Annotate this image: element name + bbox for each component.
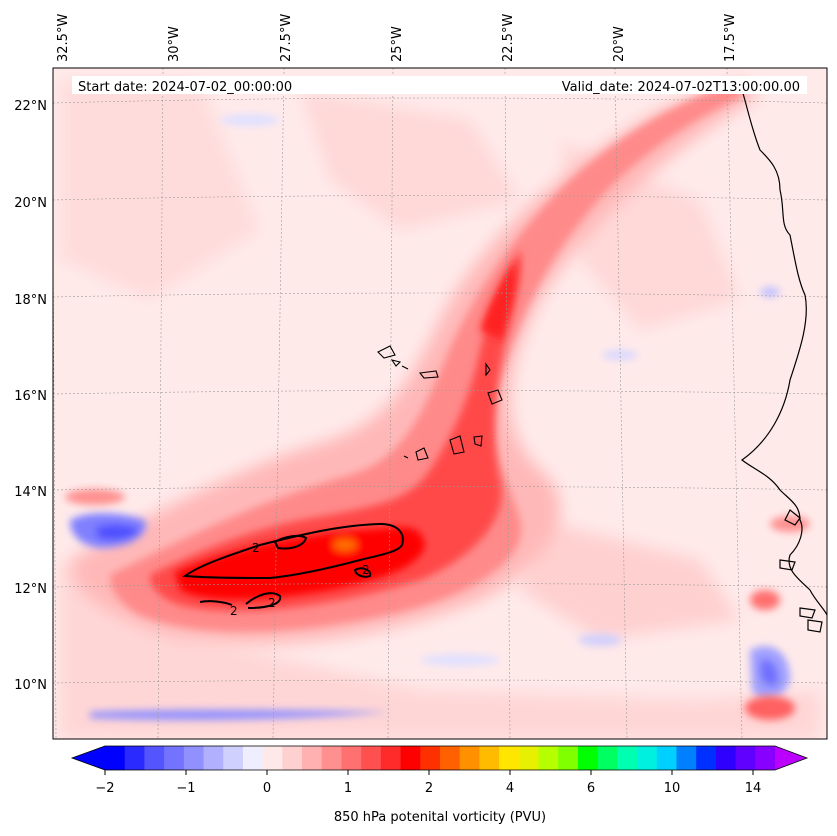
colorbar-swatch [341,746,362,770]
lon-tick: 20°W [612,26,627,62]
header-box [72,76,807,94]
colorbar-swatch [262,746,283,770]
colorbar-swatch [124,746,145,770]
colorbar-tick: 2 [425,781,433,796]
colorbar-swatch [637,746,658,770]
colorbar-swatches [105,746,776,770]
colorbar-swatch [656,746,677,770]
colorbar-swatch [440,746,461,770]
lon-tick: 25°W [390,26,405,62]
map-panel: 2 2 2 2 Start date: 2024-07-02_00:00:00 … [52,67,828,740]
colorbar-tick: 4 [506,781,514,796]
colorbar-swatch [459,746,480,770]
colorbar-swatch [538,746,559,770]
colorbar-swatch [696,746,717,770]
lat-tick: 14°N [14,485,47,500]
contour-label: 2 [252,541,260,555]
colorbar-swatch [597,746,618,770]
colorbar-swatch [518,746,540,770]
pv-2-contour [182,522,404,609]
colorbar-swatch [105,746,126,770]
colorbar-tick: 10 [664,781,681,796]
colorbar-tick: 1 [344,781,352,796]
colorbar-swatch [242,746,264,770]
contour-label: 2 [230,604,238,618]
colorbar: −2 −1 0 1 2 4 6 10 14 850 hPa potenital … [70,745,809,825]
contour-label: 2 [362,563,370,577]
colorbar-swatch [499,746,520,770]
colorbar-swatch [164,746,185,770]
colorbar-tick: 14 [745,781,762,796]
colorbar-swatch [380,746,402,770]
lon-tick: 30°W [167,26,182,62]
lat-tick: 10°N [14,678,47,693]
colorbar-swatch [361,746,382,770]
colorbar-tick: −2 [95,781,114,796]
lat-ticks: 22°N 20°N 18°N 16°N 14°N 12°N 10°N [14,99,47,693]
colorbar-ticks: −2 −1 0 1 2 4 6 10 14 [95,770,761,796]
colorbar-swatch [735,746,756,770]
lat-tick: 12°N [14,582,47,597]
colorbar-under-arrow [72,746,105,770]
coastline [740,89,827,633]
colorbar-swatch [577,746,599,770]
colorbar-swatch [223,746,244,770]
lat-tick: 16°N [14,389,47,404]
lat-tick: 20°N [14,196,47,211]
lon-tick: 27.5°W [279,14,294,62]
colorbar-swatch [144,746,165,770]
colorbar-swatch [321,746,342,770]
colorbar-tick: −1 [176,781,195,796]
colorbar-tick: 0 [263,781,271,796]
colorbar-swatch [755,746,776,770]
pv-field: 2 2 2 2 [53,68,827,739]
lon-ticks: 32.5°W 30°W 27.5°W 25°W 22.5°W 20°W 17.5… [56,14,738,62]
colorbar-swatch [183,746,205,770]
islands [377,345,503,461]
colorbar-swatch [479,746,500,770]
start-date-label: Start date: 2024-07-02_00:00:00 [78,80,292,95]
colorbar-swatch [282,746,303,770]
colorbar-swatch [400,746,421,770]
valid-date-label: Valid_date: 2024-07-02T13:00:00.00 [562,80,800,95]
colorbar-swatch [420,746,441,770]
colorbar-swatch [676,746,697,770]
colorbar-swatch [715,746,737,770]
colorbar-over-arrow [775,746,807,770]
colorbar-swatch [558,746,579,770]
colorbar-label: 850 hPa potenital vorticity (PVU) [334,810,546,825]
contour-label: 2 [268,596,276,610]
colorbar-swatch [302,746,323,770]
lat-tick: 22°N [14,99,47,114]
lat-tick: 18°N [14,293,47,308]
colorbar-tick: 6 [587,781,595,796]
contour-labels: 2 2 2 2 [230,541,370,618]
colorbar-swatch [203,746,224,770]
map-frame [52,67,828,740]
colorbar-swatch [617,746,638,770]
lon-tick: 32.5°W [56,14,71,62]
lon-tick: 17.5°W [723,14,738,62]
lon-tick: 22.5°W [501,14,516,62]
